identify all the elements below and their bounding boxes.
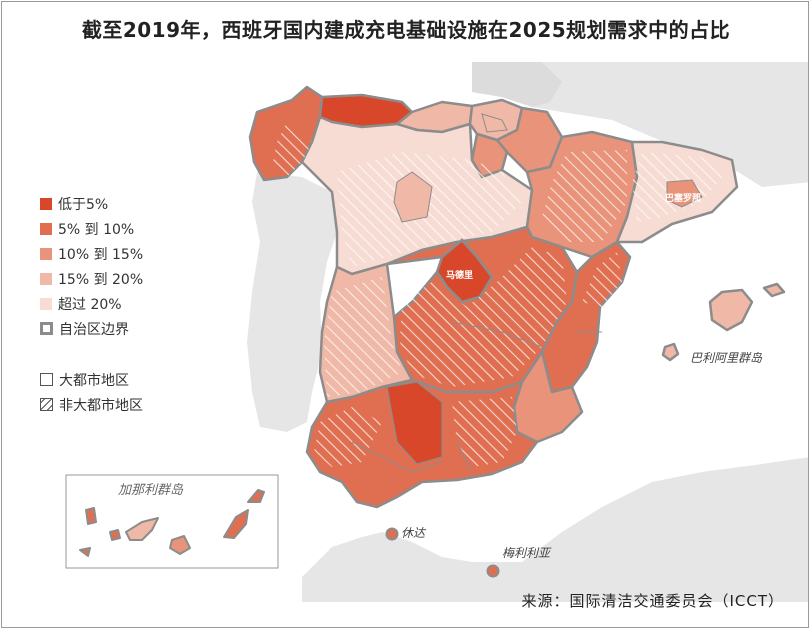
france-coast-detail <box>472 62 562 107</box>
legend-swatch <box>40 272 52 285</box>
legend-label: 10% 到 15% <box>58 246 144 263</box>
hatch-andalusia <box>314 407 382 467</box>
balearic-label: 巴利阿里群岛 <box>690 351 763 365</box>
hatch-galicia <box>272 122 312 177</box>
canary-inset: 加那利群岛 <box>65 474 279 569</box>
canary-gran-canaria <box>169 535 191 555</box>
province-lines <box>351 113 703 473</box>
legend: 低于5% 5% 到 10% 10% 到 15% 15% 到 20% 超过 20%… <box>40 191 143 417</box>
legend-metro-swatch <box>40 373 53 386</box>
region-balearic-mallorca <box>708 288 754 332</box>
legend-nonmetro-label: 非大都市地区 <box>59 397 143 414</box>
legend-border-item: 自治区边界 <box>40 316 143 341</box>
legend-item: 低于5% <box>40 191 143 216</box>
province-line-leon <box>393 171 433 223</box>
legend-item: 超过 20% <box>40 291 143 316</box>
region-balearic-ibiza <box>661 342 680 362</box>
legend-metro-item: 大都市地区 <box>40 367 143 392</box>
legend-nonmetro-swatch <box>40 398 53 411</box>
legend-label: 超过 20% <box>58 296 122 313</box>
province-line-bilbao <box>481 113 508 133</box>
canary-fuerteventura <box>223 509 249 539</box>
spain-map: 加那利群岛 马德里 巴塞罗那 巴利阿里群岛 休达 梅利利亚 <box>65 62 808 602</box>
africa-land <box>302 457 808 602</box>
province-line-andalusia-1 <box>351 441 443 473</box>
hatch-aragon <box>542 150 627 242</box>
source-note: 来源：国际清洁交通委员会（ICCT） <box>521 592 784 610</box>
france-land <box>472 62 808 187</box>
barcelona-label: 巴塞罗那 <box>665 192 701 204</box>
canary-gomera <box>109 529 121 541</box>
hatch-castilla-leon <box>337 152 522 267</box>
legend-swatch <box>40 222 52 235</box>
melilla-label: 梅利利亚 <box>502 546 552 560</box>
canary-lanzarote <box>247 489 265 503</box>
ceuta-label: 休达 <box>401 526 427 540</box>
hatch-valencia <box>582 252 622 307</box>
melilla-marker <box>486 564 500 578</box>
province-line-andalusia-2 <box>456 441 473 473</box>
ceuta-marker <box>385 527 399 541</box>
legend-swatch <box>40 247 52 260</box>
madrid-label: 马德里 <box>446 269 473 281</box>
legend-metro-label: 大都市地区 <box>59 372 129 389</box>
hatch-andalusia-east <box>452 397 517 467</box>
canary-hierro <box>79 547 91 557</box>
legend-item: 15% 到 20% <box>40 266 143 291</box>
legend-swatch <box>40 297 52 310</box>
legend-label: 15% 到 20% <box>58 271 144 288</box>
legend-label: 5% 到 10% <box>58 221 135 238</box>
legend-nonmetro-item: 非大都市地区 <box>40 392 143 417</box>
map-title: 截至2019年，西班牙国内建成充电基础设施在2025规划需求中的占比 <box>81 18 731 42</box>
legend-border-swatch <box>40 322 53 335</box>
canary-tenerife <box>125 517 159 541</box>
province-line-clm-1 <box>451 321 543 348</box>
hatch-extremadura <box>324 277 402 397</box>
legend-label: 低于5% <box>58 196 109 213</box>
canary-label: 加那利群岛 <box>118 483 184 498</box>
italy-island <box>772 62 808 97</box>
province-line-barcelona <box>666 179 703 208</box>
hatch-castilla-la-mancha <box>400 247 567 387</box>
region-balearic-menorca <box>762 282 786 298</box>
canary-la-palma <box>85 507 97 525</box>
neighbor-land <box>247 62 808 602</box>
province-line-sevilla <box>386 381 443 465</box>
legend-item: 10% 到 15% <box>40 241 143 266</box>
legend-swatch <box>40 197 52 210</box>
legend-border-label: 自治区边界 <box>59 321 129 338</box>
portugal-land <box>247 172 337 432</box>
nonmetro-hatch <box>272 122 722 467</box>
legend-item: 5% 到 10% <box>40 216 143 241</box>
